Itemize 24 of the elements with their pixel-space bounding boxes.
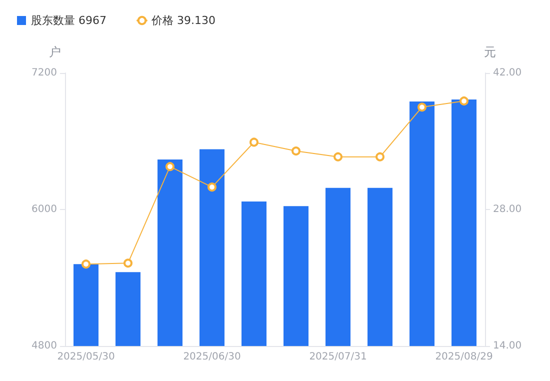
point (250, 138, 258, 147)
y2-axis-title: 元 (484, 45, 496, 59)
y2-tick-label: 14.00 (493, 340, 522, 352)
point (292, 146, 300, 156)
point (334, 152, 342, 162)
point (82, 260, 90, 269)
y-tick-label: 6000 (32, 204, 57, 215)
legend-label: 股东数量 6967 (31, 14, 106, 27)
point (124, 258, 132, 268)
legend-label: 价格 39.130 (150, 14, 216, 27)
y-axis-title: 户 (49, 45, 61, 59)
point (166, 162, 174, 172)
y2-tick-label: 28.00 (493, 204, 522, 215)
y2-tick-label: 42.00 (493, 68, 522, 78)
point (460, 96, 468, 106)
y-tick-label: 4800 (32, 340, 57, 352)
point (418, 102, 426, 112)
x-tick-label: 2025/08/29 (435, 352, 493, 362)
x-tick-label: 2025/05/30 (57, 352, 115, 362)
x-tick-label: 2025/07/31 (309, 352, 367, 362)
point (208, 182, 216, 192)
point (376, 152, 384, 162)
x-tick-label: 2025/06/30 (183, 352, 241, 362)
y-tick-label: 7200 (32, 68, 57, 78)
